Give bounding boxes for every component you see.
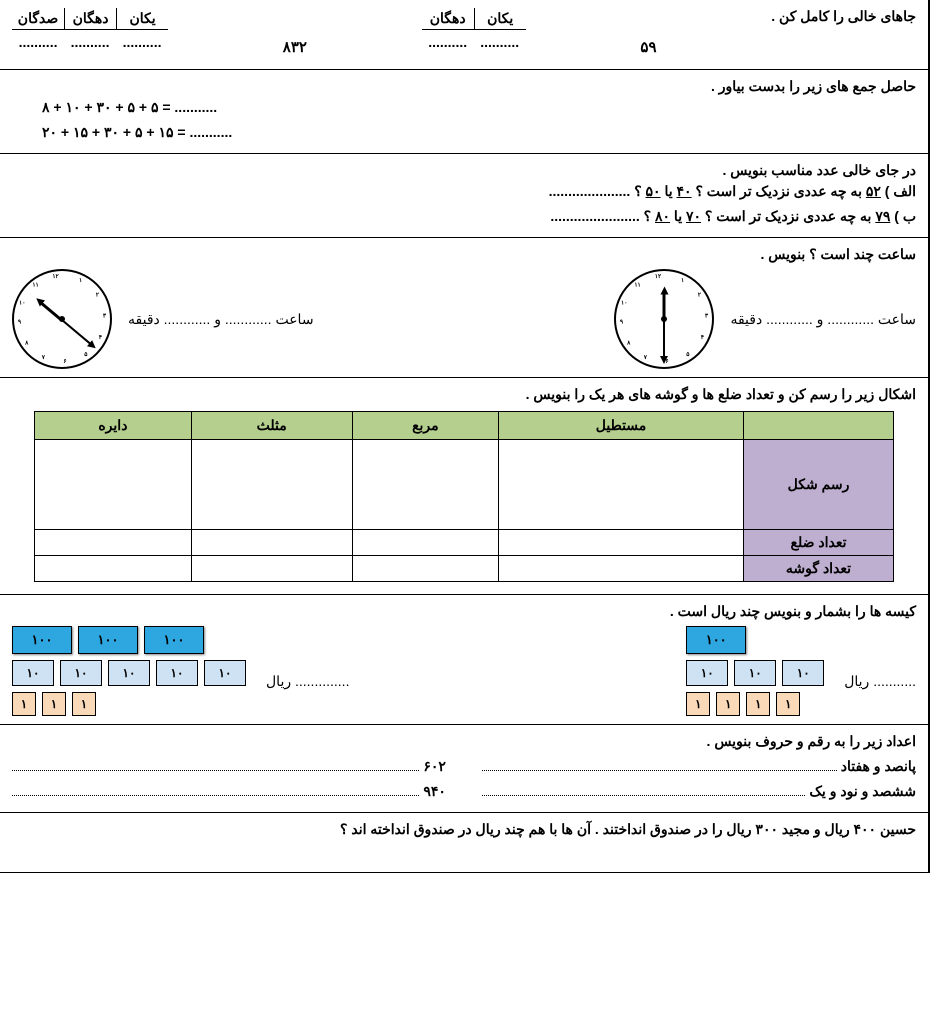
col-head: دایره	[35, 412, 192, 440]
sec6-prompt: کیسه ها را بشمار و بنویس چند ریال است .	[12, 603, 916, 620]
sec3-line-a: الف ) ۵۲ به چه عددی نزدیک تر است ؟ ۴۰ یا…	[12, 179, 916, 204]
txt: و	[817, 311, 824, 327]
sec5-prompt: اشکال زیر را رسم کن و تعداد ضلع ها و گوش…	[12, 386, 916, 403]
txt: و	[214, 311, 221, 327]
word-line: پانصد و هفتاد	[482, 754, 916, 779]
pv-h-tens: دهگان	[64, 8, 116, 30]
clock-group-2: ساعت ............ و ............ دقیقه ۱…	[12, 269, 314, 369]
txt: ۴۰	[677, 183, 692, 199]
clock-face-2: ۱۲۱۲۳۴۵۶۷۸۹۱۰۱۱	[12, 269, 112, 369]
sec-money: کیسه ها را بشمار و بنویس چند ریال است . …	[0, 595, 928, 725]
txt: ساعت	[878, 311, 916, 327]
txt: ۵۰	[646, 183, 661, 199]
txt: ب )	[890, 208, 916, 224]
sec-place-value: جاهای خالی را کامل کن . ۵۹ یکان دهگان ..…	[0, 0, 928, 70]
pv-h-ones: یکان	[116, 8, 168, 30]
word-line: ششصد و نود و یک	[482, 779, 916, 804]
num-line: ۶۰۲	[12, 754, 446, 779]
sec1-num2: ۸۳۲	[283, 8, 307, 56]
txt: ۷۹	[875, 208, 890, 224]
pv-blank: ..........	[474, 30, 526, 50]
txt: یا	[670, 208, 686, 224]
txt: ؟ .......................	[550, 208, 655, 224]
txt: ۷۰	[686, 208, 701, 224]
sum-line-2: ۲۰ + ۱۵ + ۳۰ + ۵ + ۱۵ = ...........	[12, 120, 916, 145]
sum-line-1: ۸ + ۱۰ + ۳۰ + ۵ + ۵ = ...........	[12, 95, 916, 120]
col-head: مربع	[352, 412, 498, 440]
pv-h-hund: صدگان	[12, 8, 64, 30]
sec-shapes: اشکال زیر را رسم کن و تعداد ضلع ها و گوش…	[0, 378, 928, 595]
col-head: مثلث	[191, 412, 352, 440]
sec7-prompt: اعداد زیر را به رقم و حروف بنویس .	[12, 733, 916, 750]
pv-blank: ..........	[12, 30, 64, 50]
col-head: مستطیل	[499, 412, 744, 440]
txt: ۸۰	[655, 208, 670, 224]
clock-group-1: ساعت ............ و ............ دقیقه ۱…	[614, 269, 916, 369]
txt: ؟ .....................	[549, 183, 646, 199]
sec2-prompt: حاصل جمع های زیر را بدست بیاور .	[12, 78, 916, 95]
clock-label: ساعت ............ و ............ دقیقه	[128, 311, 314, 328]
bags-group-1: ۱۰۰۱۰۱۰۱۰۱۱۱۱	[686, 626, 824, 716]
clock-label: ساعت ............ و ............ دقیقه	[730, 311, 916, 328]
rial-label: .............. ریال	[266, 653, 349, 690]
row-head: تعداد گوشه	[744, 556, 894, 582]
rial-label: ........... ریال	[844, 653, 916, 690]
sec1-num1: ۵۹	[640, 8, 656, 56]
pv-table-2: یکان دهگان .......... ..........	[422, 8, 526, 50]
sec-wordproblem: حسین ۴۰۰ ریال و مجید ۳۰۰ ریال را در صندو…	[0, 813, 928, 873]
sec8-prompt: حسین ۴۰۰ ریال و مجید ۳۰۰ ریال را در صندو…	[12, 821, 916, 838]
num-line: ۹۴۰	[12, 779, 446, 804]
clock-face-1: ۱۲۱۲۳۴۵۶۷۸۹۱۰۱۱	[614, 269, 714, 369]
txt: به چه عددی نزدیک تر است ؟	[692, 183, 866, 199]
sec-numwords: اعداد زیر را به رقم و حروف بنویس . پانصد…	[0, 725, 928, 813]
pv-blank: ..........	[116, 30, 168, 50]
txt: دقیقه	[730, 311, 762, 327]
sec-sums: حاصل جمع های زیر را بدست بیاور . ۸ + ۱۰ …	[0, 70, 928, 154]
txt: به چه عددی نزدیک تر است ؟	[701, 208, 875, 224]
txt: ساعت	[275, 311, 313, 327]
sec3-line-b: ب ) ۷۹ به چه عددی نزدیک تر است ؟ ۷۰ یا ۸…	[12, 204, 916, 229]
pv-table-3: یکان دهگان صدگان .......... .......... .…	[12, 8, 168, 50]
shapes-table: مستطیل مربع مثلث دایره رسم شکل تعداد ضلع…	[34, 411, 894, 582]
txt: ۵۲	[866, 183, 881, 199]
sec-rounding: در جای خالی عدد مناسب بنویس . الف ) ۵۲ ب…	[0, 154, 928, 238]
pv-blank: ..........	[64, 30, 116, 50]
txt: یا	[661, 183, 677, 199]
txt: الف )	[881, 183, 916, 199]
pv-blank: ..........	[422, 30, 474, 50]
sec4-prompt: ساعت چند است ؟ بنویس .	[12, 246, 916, 263]
row-head: رسم شکل	[744, 440, 894, 530]
txt: دقیقه	[128, 311, 160, 327]
sec-clocks: ساعت چند است ؟ بنویس . ساعت ............…	[0, 238, 928, 378]
pv-h-tens: دهگان	[422, 8, 474, 30]
pv-h-ones: یکان	[474, 8, 526, 30]
row-head: تعداد ضلع	[744, 530, 894, 556]
bags-group-2: ۱۰۰۱۰۰۱۰۰۱۰۱۰۱۰۱۰۱۰۱۱۱	[12, 626, 246, 716]
sec3-prompt: در جای خالی عدد مناسب بنویس .	[12, 162, 916, 179]
sec1-prompt: جاهای خالی را کامل کن .	[771, 8, 916, 25]
